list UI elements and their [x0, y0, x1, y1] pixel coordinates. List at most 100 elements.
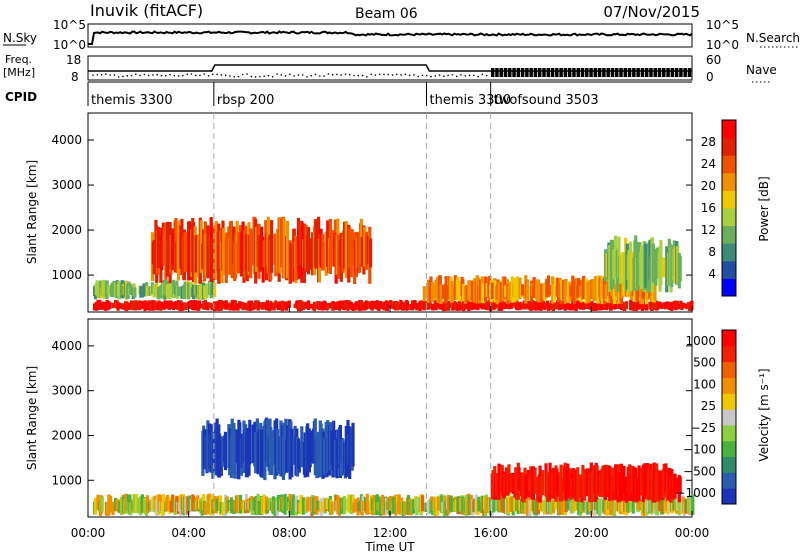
velocity-cell	[591, 495, 595, 511]
nave-point	[199, 74, 201, 77]
power-cell	[344, 221, 348, 279]
velocity-cell	[186, 496, 190, 515]
power-cell	[315, 222, 319, 266]
power-cell	[198, 303, 202, 308]
power-cell	[462, 283, 466, 302]
velocity-cell	[492, 497, 496, 513]
nave-bar	[589, 68, 593, 77]
power-cell	[519, 304, 523, 309]
cpid-segment-label: themis 3300	[91, 93, 173, 108]
velocity-colorbar-tick-label: −500	[683, 464, 716, 478]
power-cell	[605, 253, 609, 278]
power-cell	[206, 225, 210, 279]
power-cell	[653, 303, 657, 310]
velocity-cell	[562, 494, 566, 513]
nave-bar	[602, 68, 606, 77]
power-cell	[103, 301, 108, 311]
power-cell	[152, 240, 156, 275]
power-cell	[624, 301, 629, 309]
nsky-tick-top: 10^5	[53, 18, 86, 32]
power-cell	[160, 301, 164, 309]
velocity-cell	[417, 497, 421, 513]
power-cell	[270, 220, 274, 273]
velocity-cell	[651, 499, 655, 513]
nave-point	[220, 74, 223, 76]
velocity-cell	[528, 500, 532, 516]
nave-point	[370, 73, 372, 76]
x-tick-label: 16:00	[473, 526, 508, 540]
power-cell	[176, 220, 181, 281]
velocity-cell	[546, 475, 550, 503]
nave-point	[190, 73, 193, 75]
power-cell	[274, 300, 278, 309]
nave-bar	[495, 68, 499, 77]
velocity-cell	[602, 477, 606, 495]
velocity-cell	[567, 495, 571, 510]
power-cell	[599, 300, 603, 310]
velocity-colorbar-tick-label: 500	[693, 356, 716, 370]
velocity-cell	[551, 499, 556, 514]
power-cell	[237, 231, 241, 274]
power-cell	[580, 301, 584, 308]
power-cell	[303, 301, 307, 309]
nave-point	[105, 73, 107, 75]
power-cell	[340, 300, 344, 310]
power-colorbar-tick-label: 24	[701, 157, 716, 171]
power-cell	[584, 278, 588, 304]
velocity-cell	[187, 495, 191, 512]
power-cell	[500, 299, 504, 310]
power-cell	[166, 221, 170, 277]
x-tick-label: 08:00	[272, 526, 307, 540]
velocity-cell	[263, 501, 267, 513]
velocity-cell	[473, 498, 477, 511]
power-cell	[532, 277, 536, 299]
power-cell	[188, 223, 192, 281]
power-colorbar-swatch	[722, 260, 736, 279]
y-tick-label: 2000	[51, 223, 82, 237]
velocity-cell	[655, 470, 660, 502]
power-cell	[297, 229, 301, 279]
velocity-cell	[571, 497, 575, 514]
power-cell	[114, 299, 118, 308]
nsearch-label: N.Search	[746, 31, 800, 45]
power-cell	[101, 301, 105, 310]
power-cell	[334, 302, 338, 310]
nave-point	[259, 75, 261, 78]
power-cell	[428, 300, 432, 310]
velocity-cell	[631, 498, 635, 514]
y-tick-label: 3000	[51, 384, 82, 398]
velocity-cell	[524, 474, 528, 499]
power-cell	[476, 303, 480, 311]
nave-point	[182, 74, 184, 77]
velocity-cell	[326, 420, 330, 473]
nave-bar	[525, 68, 529, 77]
power-cell	[149, 303, 153, 311]
nave-point	[460, 73, 462, 76]
power-cell	[131, 300, 135, 311]
velocity-cell	[219, 436, 223, 476]
nave-point	[323, 75, 325, 77]
power-cell	[442, 301, 446, 312]
power-cell	[439, 284, 443, 305]
power-cell	[554, 303, 558, 309]
nave-bar	[679, 68, 683, 77]
velocity-cell	[336, 429, 340, 468]
power-cell	[367, 301, 371, 309]
power-cell	[422, 300, 426, 311]
power-cell	[421, 302, 425, 309]
velocity-cell	[675, 477, 679, 494]
power-cell	[169, 235, 173, 275]
power-cell	[377, 302, 381, 311]
power-cell	[295, 237, 299, 281]
power-cell	[635, 241, 639, 291]
power-cell	[676, 245, 680, 285]
power-cell	[247, 300, 251, 311]
power-colorbar-swatch	[722, 208, 736, 227]
velocity-cell	[541, 470, 545, 496]
xaxis-label: Time UT	[364, 540, 415, 554]
power-cell	[183, 232, 187, 272]
velocity-cell	[333, 439, 337, 478]
x-tick-label: 04:00	[171, 526, 206, 540]
power-cell	[129, 285, 134, 295]
power-cell	[267, 303, 271, 311]
